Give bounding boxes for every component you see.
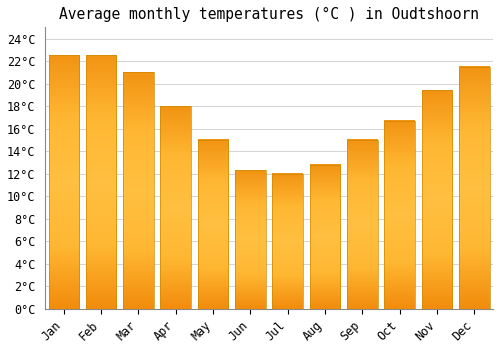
Bar	[235, 170, 266, 309]
Bar	[123, 72, 154, 309]
Bar	[272, 174, 303, 309]
Bar	[422, 90, 452, 309]
Bar	[459, 67, 490, 309]
Bar	[347, 140, 378, 309]
Title: Average monthly temperatures (°C ) in Oudtshoorn: Average monthly temperatures (°C ) in Ou…	[59, 7, 479, 22]
Bar	[160, 106, 191, 309]
Bar	[48, 55, 79, 309]
Bar	[198, 140, 228, 309]
Bar	[86, 55, 117, 309]
Bar	[384, 121, 415, 309]
Bar	[310, 165, 340, 309]
